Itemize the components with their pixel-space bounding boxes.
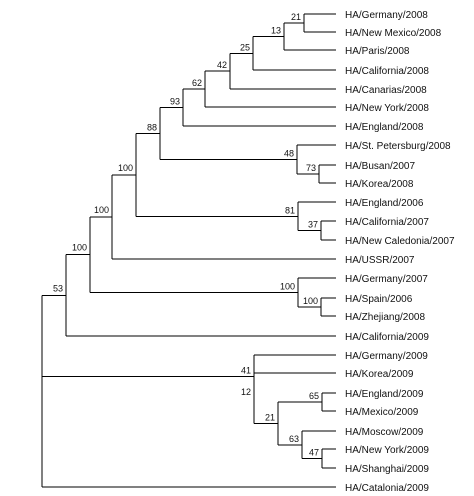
support-value: 65 bbox=[309, 391, 319, 401]
leaf-label: HA/New Caledonia/2007 bbox=[345, 236, 455, 247]
support-value: 37 bbox=[308, 220, 318, 230]
support-value: 100 bbox=[280, 282, 295, 292]
support-value: 100 bbox=[118, 163, 133, 173]
leaf-label: HA/California/2007 bbox=[345, 217, 429, 228]
leaf-label: HA/Catalonia/2009 bbox=[345, 483, 429, 494]
support-value: 25 bbox=[240, 42, 250, 52]
leaf-label: HA/Korea/2009 bbox=[345, 369, 414, 380]
support-value: 81 bbox=[285, 205, 295, 215]
support-value: 47 bbox=[309, 448, 319, 458]
support-value: 13 bbox=[271, 26, 281, 36]
leaf-label: HA/Spain/2006 bbox=[345, 294, 413, 305]
support-value: 42 bbox=[217, 60, 227, 70]
support-value: 12 bbox=[241, 387, 251, 397]
support-value: 21 bbox=[291, 12, 301, 22]
support-value: 100 bbox=[72, 243, 87, 253]
leaf-label: HA/New Mexico/2008 bbox=[345, 28, 442, 39]
support-value: 88 bbox=[147, 123, 157, 133]
leaf-label: HA/California/2009 bbox=[345, 332, 429, 343]
support-value: 53 bbox=[53, 283, 63, 293]
leaf-label: HA/Moscow/2009 bbox=[345, 427, 424, 438]
support-value: 63 bbox=[289, 434, 299, 444]
leaf-label: HA/Germany/2009 bbox=[345, 351, 428, 362]
leaf-label: HA/California/2008 bbox=[345, 66, 429, 77]
leaf-label: HA/Paris/2008 bbox=[345, 46, 410, 57]
leaf-label: HA/New York/2009 bbox=[345, 445, 429, 456]
leaf-label: HA/Mexico/2009 bbox=[345, 407, 419, 418]
leaf-label: HA/Korea/2008 bbox=[345, 179, 414, 190]
support-value: 73 bbox=[306, 163, 316, 173]
leaf-label: HA/England/2009 bbox=[345, 389, 424, 400]
support-value: 100 bbox=[303, 296, 318, 306]
leaf-label: HA/Busan/2007 bbox=[345, 161, 415, 172]
support-value: 41 bbox=[241, 366, 251, 376]
support-value: 93 bbox=[170, 97, 180, 107]
leaf-label: HA/Germany/2008 bbox=[345, 10, 428, 21]
leaf-label: HA/England/2008 bbox=[345, 122, 424, 133]
leaf-label: HA/England/2006 bbox=[345, 198, 424, 209]
leaf-label: HA/Shanghai/2009 bbox=[345, 464, 429, 475]
leaf-label: HA/Canarias/2008 bbox=[345, 85, 427, 96]
leaf-label: HA/USSR/2007 bbox=[345, 255, 415, 266]
support-value: 21 bbox=[265, 412, 275, 422]
support-value: 48 bbox=[284, 149, 294, 159]
support-value: 62 bbox=[192, 78, 202, 88]
support-value: 100 bbox=[94, 205, 109, 215]
leaf-label: HA/St. Petersburg/2008 bbox=[345, 141, 451, 152]
leaf-label: HA/Zhejiang/2008 bbox=[345, 312, 425, 323]
leaf-label: HA/New York/2008 bbox=[345, 103, 429, 114]
leaf-label: HA/Germany/2007 bbox=[345, 274, 428, 285]
